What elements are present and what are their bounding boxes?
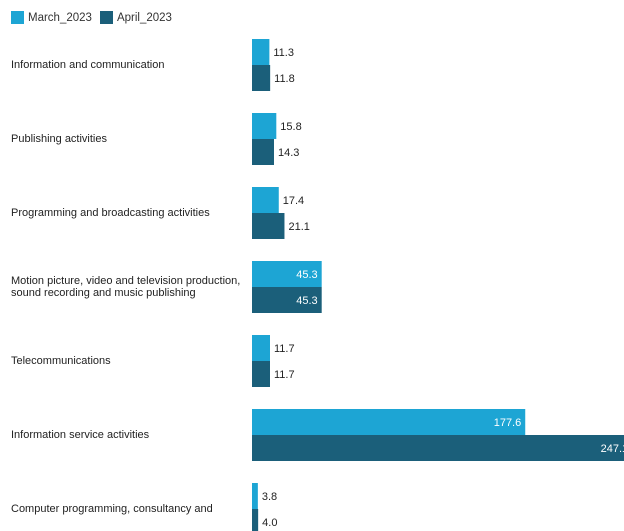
data-label: 11.7 [274, 369, 295, 381]
bar-april [252, 361, 271, 387]
category-label: Telecommunications [11, 355, 111, 367]
data-label: 14.3 [278, 147, 299, 159]
bar-march [252, 483, 258, 509]
data-label: 21.1 [288, 221, 309, 233]
legend-swatch-april [99, 11, 113, 24]
bar-april [252, 435, 624, 461]
legend-label-april: April_2023 [116, 11, 172, 24]
category-label: Information and communication [11, 59, 165, 71]
bar-april [252, 213, 285, 239]
data-label: 17.4 [283, 195, 304, 207]
data-label: 247.1 [601, 443, 624, 455]
data-label: 11.8 [274, 73, 295, 85]
category-label: Publishing activities [11, 133, 107, 145]
category-label: Information service activities [11, 429, 150, 441]
bar-march [252, 409, 526, 435]
data-label: 177.6 [494, 417, 522, 429]
bar-march [252, 187, 279, 213]
bar-april [252, 65, 271, 91]
data-label: 4.0 [262, 517, 277, 529]
category-label: Computer programming, consultancy and [11, 503, 213, 515]
bar-april [252, 287, 322, 313]
bar-march [252, 335, 271, 361]
bar-april [252, 509, 259, 531]
data-label: 3.8 [262, 491, 277, 503]
data-label: 45.3 [296, 295, 317, 307]
category-label: Motion picture, video and television pro… [11, 275, 241, 299]
data-label: 11.3 [273, 47, 294, 59]
data-label: 15.8 [280, 121, 301, 133]
legend-swatch-march [11, 11, 24, 24]
legend-item-april: April_2023 [99, 11, 172, 24]
legend: March_2023 April_2023 [11, 11, 180, 24]
bar-march [252, 39, 270, 65]
bar-april [252, 139, 275, 165]
bar-march [252, 261, 322, 287]
bar-march [252, 113, 277, 139]
legend-label-march: March_2023 [28, 11, 92, 24]
category-label: Programming and broadcasting activities [11, 207, 210, 219]
data-label: 11.7 [274, 343, 295, 355]
legend-item-march: March_2023 [11, 11, 92, 24]
data-label: 45.3 [296, 269, 317, 281]
